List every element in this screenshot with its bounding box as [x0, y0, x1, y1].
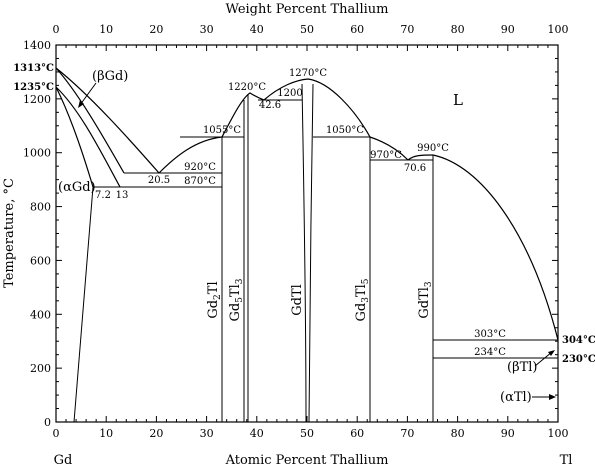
top-tick-label: 10 [99, 23, 113, 36]
bottom-tick-label: 40 [250, 427, 264, 440]
gd2tl-label: Gd2Tl [206, 281, 223, 318]
bottom-tick-label: 100 [548, 427, 569, 440]
beta-tl-label: (βTl) [507, 360, 538, 375]
annot-990: 990°C [417, 143, 449, 154]
left-tick-label: 0 [44, 416, 51, 429]
left-tick-label: 1400 [23, 39, 51, 52]
beta-tl-pointer [534, 351, 553, 367]
beta-gd-label: (βGd) [92, 69, 128, 84]
beta-gd-solvus-lower [55, 86, 121, 188]
top-tick-label: 0 [53, 23, 60, 36]
top-axis-title: Weight Percent Thallium [226, 2, 389, 17]
annot-70-6: 70.6 [404, 163, 426, 174]
left-tick-label: 200 [30, 362, 51, 375]
annot-1050: 1050°C [326, 125, 364, 136]
gd5tl3-phase-field [243, 95, 249, 422]
y-axis-title: Temperature, °C [2, 178, 17, 288]
annot-920: 920°C [184, 162, 216, 173]
liquidus-gdtl-dome [263, 78, 371, 138]
bottom-tick-label: 0 [53, 427, 60, 440]
bottom-tick-label: 20 [149, 427, 163, 440]
annot-7-2: 7.2 [95, 190, 111, 201]
bottom-tick-label: 50 [300, 427, 314, 440]
alpha-gd-upper [55, 86, 94, 188]
gd3tl5-label: Gd3Tl5 [354, 278, 371, 321]
gdtl-phase-field [301, 83, 314, 423]
annot-230: 230°C [562, 354, 595, 365]
annot-303: 303°C [474, 329, 506, 340]
bottom-tick-label: 90 [501, 427, 515, 440]
bottom-tick-label: 80 [451, 427, 465, 440]
beta-tl-arrowhead [548, 350, 555, 356]
top-tick-label: 20 [149, 23, 163, 36]
annot-234: 234°C [474, 347, 506, 358]
top-axis-ticks: 0 10 20 30 40 50 60 70 80 90 100 [53, 23, 569, 51]
top-tick-label: 90 [501, 23, 515, 36]
annot-20-5: 20.5 [148, 175, 170, 186]
phase-boundaries [55, 67, 559, 423]
alpha-gd-label: (αGd) [58, 180, 96, 195]
annot-1055: 1055°C [203, 125, 241, 136]
left-tick-label: 600 [30, 254, 51, 267]
annot-1313: 1313°C [13, 63, 54, 74]
bottom-axis-ticks: 0 10 20 30 40 50 60 70 80 90 100 [53, 416, 569, 440]
annot-970: 970°C [370, 150, 402, 161]
gd5tl3-label: Gd5Tl3 [228, 278, 245, 321]
top-tick-label: 80 [451, 23, 465, 36]
top-tick-label: 70 [400, 23, 414, 36]
alpha-tl-arrowhead [549, 394, 556, 400]
top-tick-label: 30 [200, 23, 214, 36]
element-right-label: Tl [560, 453, 573, 468]
annot-304: 304°C [562, 335, 595, 346]
plot-frame [55, 44, 559, 423]
element-left-label: Gd [54, 453, 73, 468]
annot-1235: 1235°C [13, 82, 54, 93]
liquidus-to-gd2tl-peritectic [158, 136, 223, 174]
annot-870: 870°C [184, 176, 216, 187]
beta-gd-pointer [79, 82, 97, 106]
liquidus-tl-side [432, 154, 559, 341]
top-tick-label: 50 [300, 23, 314, 36]
liquidus-gd3tl5-to-eutectic [369, 136, 409, 161]
bottom-tick-label: 70 [400, 427, 414, 440]
annot-42-6: 42.6 [259, 100, 281, 111]
liquidus-gd-side [55, 67, 160, 174]
bottom-axis-title: Atomic Percent Thallium [225, 453, 389, 468]
annot-1270: 1270°C [289, 68, 327, 79]
left-tick-label: 1200 [23, 93, 51, 106]
left-axis-ticks: 0 200 400 600 800 1000 1200 1400 [23, 39, 62, 429]
bottom-tick-label: 10 [99, 427, 113, 440]
left-tick-label: 800 [30, 201, 51, 214]
top-tick-label: 100 [548, 23, 569, 36]
top-tick-label: 40 [250, 23, 264, 36]
liquidus-gdtl3-dome [407, 154, 434, 161]
liquid-label: L [453, 91, 463, 109]
beta-gd-arrowhead [78, 100, 84, 108]
left-tick-label: 1000 [23, 147, 51, 160]
gdtl-label: GdTl [290, 284, 305, 316]
alpha-gd-solvus [73, 186, 94, 423]
liquidus-gd5tl3-dome [221, 92, 265, 138]
left-tick-label: 400 [30, 308, 51, 321]
bottom-tick-label: 60 [350, 427, 364, 440]
top-tick-label: 60 [350, 23, 364, 36]
alpha-tl-label: (αTl) [500, 390, 532, 405]
annot-1220: 1220°C [228, 82, 266, 93]
gdtl3-label: GdTl3 [417, 281, 434, 319]
annot-13: 13 [116, 190, 129, 201]
bottom-tick-label: 30 [200, 427, 214, 440]
beta-gd-solvus-upper [55, 67, 125, 174]
annot-1200: 1200 [277, 88, 302, 99]
right-axis-ticks [552, 44, 558, 423]
